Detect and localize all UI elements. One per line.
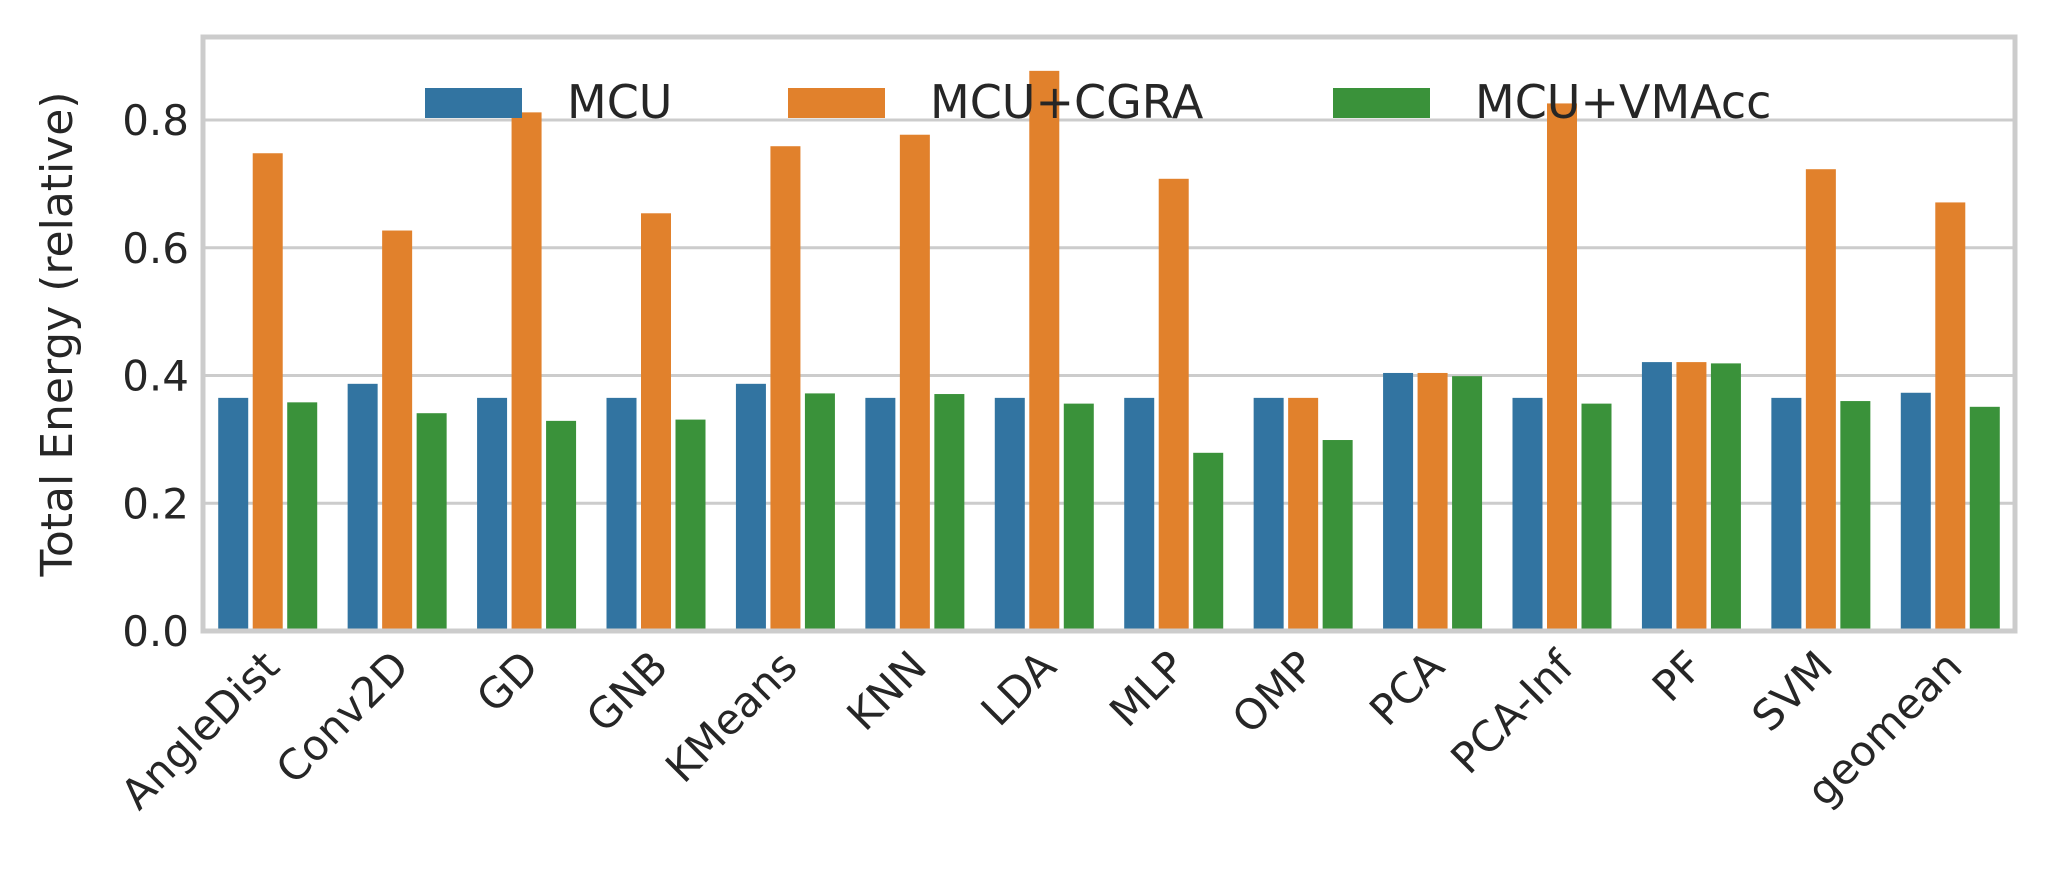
bar-mcu-vmacc-conv2d — [416, 413, 447, 631]
x-tick-label: AngleDist — [111, 641, 288, 818]
bar-mcu-vmacc-svm — [1840, 401, 1871, 631]
y-tick-labels: 0.0 0.2 0.4 0.6 0.8 — [122, 96, 189, 656]
gridlines — [203, 118, 2015, 505]
bar-mcu-gnb — [606, 397, 637, 631]
bar-mcu-vmacc-pca-inf — [1581, 403, 1612, 631]
bar-mcu-vmacc-kmeans — [804, 393, 835, 631]
bar-mcu-cgra-geomean — [1935, 202, 1966, 631]
x-tick-label: KMeans — [656, 641, 807, 792]
bar-mcu-conv2d — [347, 383, 378, 631]
x-tick-label: MLP — [1100, 641, 1195, 736]
legend-swatch — [1333, 88, 1430, 118]
x-tick-label: SVM — [1742, 641, 1841, 740]
bar-mcu-cgra-mlp — [1158, 178, 1189, 631]
x-tick-label: GD — [467, 641, 548, 722]
bar-mcu-kmeans — [735, 383, 766, 631]
plot-frame — [200, 34, 2018, 634]
legend-label: MCU — [567, 75, 672, 129]
bar-mcu-vmacc-mlp — [1193, 452, 1224, 631]
bar-mcu-mlp — [1124, 397, 1155, 631]
bar-mcu-vmacc-lda — [1063, 403, 1094, 631]
bar-mcu-lda — [994, 397, 1025, 631]
bars — [218, 70, 2000, 632]
bar-mcu-pca-inf — [1512, 397, 1543, 631]
legend-label: MCU+CGRA — [930, 75, 1204, 129]
bar-mcu-vmacc-pf — [1710, 363, 1741, 631]
bar-mcu-angledist — [218, 397, 249, 631]
bar-mcu-vmacc-knn — [934, 394, 965, 631]
bar-mcu-vmacc-geomean — [1969, 406, 2000, 631]
x-tick-label: PCA-Inf — [1441, 641, 1584, 784]
bar-mcu-cgra-lda — [1029, 70, 1060, 631]
y-tick-label: 0.8 — [122, 96, 189, 145]
bar-mcu-cgra-omp — [1288, 397, 1319, 631]
x-tick-label: LDA — [971, 641, 1065, 735]
legend-swatch — [788, 88, 885, 118]
bar-mcu-pca — [1383, 372, 1414, 631]
bar-mcu-vmacc-omp — [1322, 440, 1353, 631]
y-tick-label: 0.2 — [122, 479, 189, 528]
bar-mcu-svm — [1771, 397, 1802, 631]
x-tick-label: OMP — [1223, 641, 1325, 743]
y-tick-label: 0.6 — [122, 224, 189, 273]
bar-mcu-vmacc-angledist — [287, 402, 318, 631]
bar-mcu-cgra-pca-inf — [1547, 103, 1577, 632]
y-axis-label: Total Energy (relative) — [32, 91, 83, 577]
bar-mcu-pf — [1641, 362, 1672, 631]
bar-mcu-cgra-svm — [1805, 169, 1836, 632]
bar-mcu-cgra-gd — [511, 112, 542, 632]
y-tick-label: 0.0 — [122, 607, 189, 656]
x-tick-label: PF — [1643, 641, 1713, 711]
x-tick-label: GNB — [577, 641, 677, 741]
bar-mcu-gd — [477, 397, 508, 631]
bar-mcu-cgra-knn — [899, 134, 930, 631]
bar-mcu-vmacc-pca — [1452, 376, 1483, 631]
bar-mcu-cgra-gnb — [641, 213, 671, 631]
x-tick-label: KNN — [837, 641, 936, 740]
bar-mcu-cgra-angledist — [252, 153, 283, 631]
x-tick-label: Conv2D — [266, 641, 418, 793]
bar-mcu-vmacc-gnb — [675, 419, 706, 631]
bar-mcu-cgra-pf — [1676, 362, 1707, 631]
legend-swatch — [425, 88, 522, 118]
bar-mcu-geomean — [1900, 392, 1931, 631]
bar-mcu-knn — [865, 397, 896, 631]
y-tick-label: 0.4 — [122, 352, 189, 401]
bar-mcu-vmacc-gd — [546, 420, 577, 631]
bar-mcu-cgra-conv2d — [382, 230, 413, 631]
legend-label: MCU+VMAcc — [1475, 75, 1771, 129]
bar-mcu-omp — [1253, 397, 1284, 631]
bar-mcu-cgra-pca — [1417, 372, 1448, 631]
bar-mcu-cgra-kmeans — [770, 146, 801, 631]
legend: MCU MCU+CGRA MCU+VMAcc — [425, 75, 1771, 129]
x-tick-label: PCA — [1360, 641, 1454, 735]
